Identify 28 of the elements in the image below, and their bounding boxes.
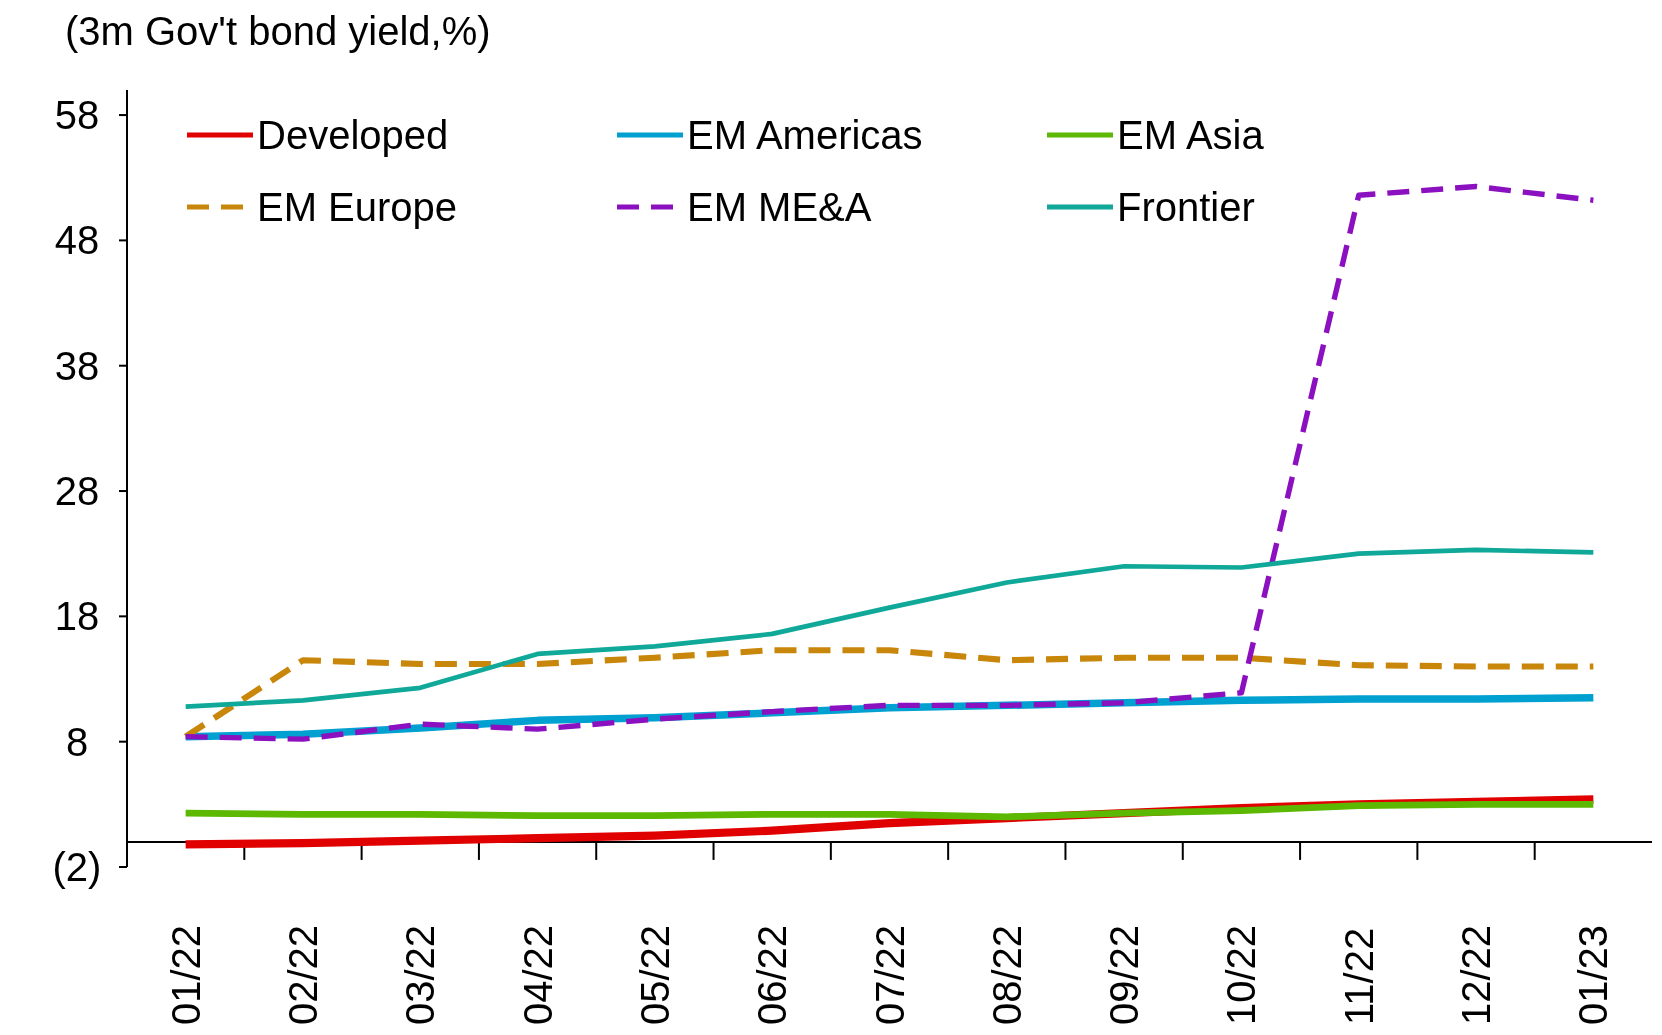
y-axis-title: (3m Gov't bond yield,%): [65, 9, 491, 53]
x-tick-label: 01/23: [1571, 924, 1616, 1025]
x-tick-label: 09/22: [1102, 924, 1147, 1025]
x-tick-label: 07/22: [867, 924, 912, 1025]
x-tick-label: 06/22: [750, 924, 795, 1025]
x-tick-label: 10/22: [1219, 924, 1264, 1025]
x-tick-label: 11/22: [1336, 927, 1381, 1025]
y-tick-label: (2): [52, 845, 102, 889]
y-tick-label: 28: [54, 469, 100, 514]
y-tick-label: 8: [65, 719, 89, 764]
line-series: [183, 547, 1596, 709]
y-tick-label: 48: [54, 218, 100, 263]
legend-label: EM ME&A: [687, 185, 872, 229]
legend-label: Developed: [257, 113, 449, 157]
legend-label: EM Americas: [687, 113, 923, 157]
x-tick-label: 02/22: [280, 924, 325, 1025]
x-tick-label: 12/22: [1454, 924, 1499, 1025]
y-tick-label: 38: [54, 343, 100, 388]
x-tick-label: 04/22: [515, 924, 560, 1025]
legend-label: EM Europe: [257, 185, 458, 229]
y-tick-label: 58: [54, 93, 100, 138]
x-tick-label: 08/22: [984, 924, 1029, 1025]
legend-label: Frontier: [1117, 185, 1255, 229]
y-tick-label: 18: [54, 594, 100, 639]
legend-label: EM Asia: [1117, 113, 1265, 157]
x-tick-label: 01/22: [163, 924, 208, 1025]
x-tick-label: 03/22: [398, 924, 443, 1025]
x-tick-label: 05/22: [632, 924, 677, 1025]
